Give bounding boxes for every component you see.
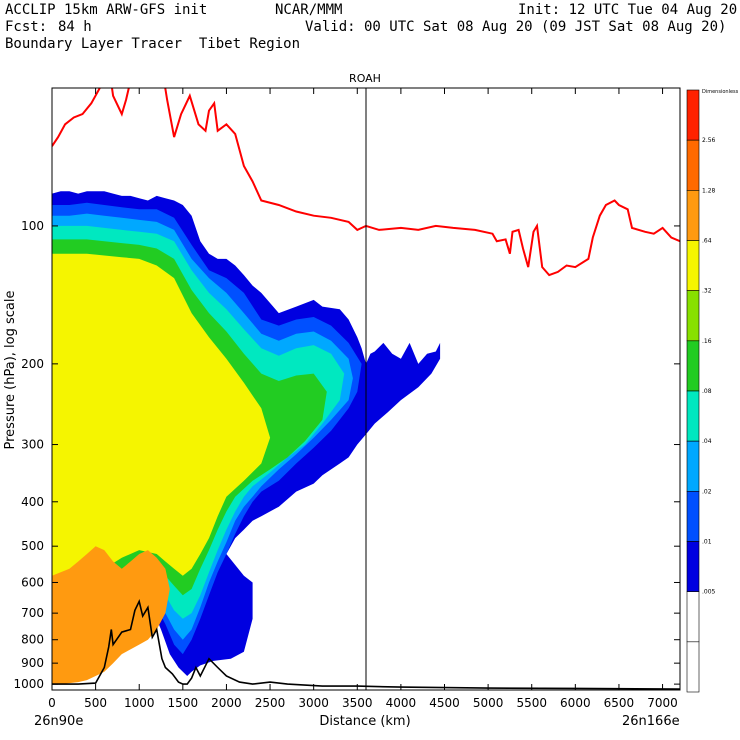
y-tick-label: 500 — [21, 539, 44, 553]
y-axis-label: Pressure (hPa), log scale — [3, 291, 18, 450]
product-title: Boundary Layer Tracer Tibet Region — [5, 36, 301, 52]
colorbar-swatch — [686, 390, 700, 442]
colorbar-label: .04 — [702, 438, 712, 445]
forecast-label: Fcst: — [5, 19, 48, 35]
init-time: Init: 12 UTC Tue 04 Aug 20 — [518, 2, 738, 18]
plot-frame — [51, 87, 681, 691]
terrain-line — [52, 599, 680, 690]
x-axis-label: Distance (km) — [319, 714, 410, 729]
forecast-hour: 84 h — [58, 19, 92, 35]
tracer-contour-0.32 — [52, 253, 271, 608]
y-tick-label: 200 — [21, 357, 44, 371]
x-tick-label: 4000 — [386, 696, 417, 710]
colorbar-swatch — [686, 139, 700, 191]
colorbar-label: .01 — [702, 539, 712, 546]
valid-time: Valid: 00 UTC Sat 08 Aug 20 (09 JST Sat … — [305, 19, 727, 35]
colorbar-swatch — [686, 440, 700, 492]
colorbar: Dimensionless 2.56 1.28 .64 .32 .16 .08 .04 .02.… — [686, 89, 739, 693]
y-tick-label: 100 — [21, 219, 44, 233]
y-tick-label: 400 — [21, 495, 44, 509]
colorbar-label: .08 — [702, 388, 712, 395]
axes: 0 500 1000 1500 2000 2500 3000 3500 4000 4500 5000… — [13, 88, 680, 710]
colorbar-label: 2.56 — [702, 137, 716, 144]
x-tick-label: 6000 — [560, 696, 591, 710]
org-label: NCAR/MMM — [275, 2, 343, 18]
y-tick-label: 600 — [21, 575, 44, 589]
colorbar-swatch — [686, 541, 700, 592]
colorbar-swatch — [686, 491, 700, 542]
x-tick-label: 500 — [84, 696, 107, 710]
colorbar-label: Dimensionless — [702, 89, 739, 95]
colorbar-swatch — [686, 591, 700, 643]
colorbar-swatch — [686, 190, 700, 241]
overlay-lines — [52, 88, 680, 690]
x-tick-label: 6500 — [604, 696, 635, 710]
colorbar-label: .005 — [702, 589, 716, 596]
colorbar-label: .32 — [702, 288, 712, 295]
tracer-contour-0.64 — [52, 546, 170, 685]
x-tick-label: 0 — [48, 696, 56, 710]
colorbar-label: .64 — [702, 238, 712, 245]
colorbar-swatch — [686, 340, 700, 392]
colorbar-swatch — [686, 641, 700, 693]
x-tick-label: 4500 — [429, 696, 460, 710]
colorbar-swatch — [686, 89, 700, 141]
colorbar-label: .02 — [702, 488, 712, 495]
colorbar-swatch — [686, 290, 700, 342]
y-tick-label: 800 — [21, 633, 44, 647]
model-title: ACCLIP 15km ARW-GFS init — [5, 2, 208, 18]
y-tick-label: 900 — [21, 656, 44, 670]
x-tick-label: 5000 — [473, 696, 504, 710]
tracer-fields — [52, 191, 441, 685]
colorbar-label: .16 — [702, 338, 712, 345]
x-tick-label: 1500 — [168, 696, 199, 710]
x-end-location: 26n166e — [622, 714, 680, 729]
x-tick-label: 2000 — [211, 696, 242, 710]
y-tick-label: 1000 — [13, 677, 44, 691]
x-tick-label: 3000 — [298, 696, 329, 710]
x-tick-label: 7000 — [647, 696, 678, 710]
y-tick-label: 700 — [21, 606, 44, 620]
x-tick-label: 1000 — [124, 696, 155, 710]
x-tick-label: 5500 — [516, 696, 547, 710]
x-tick-label: 3500 — [342, 696, 373, 710]
colorbar-label: 1.28 — [702, 187, 716, 194]
y-tick-label: 300 — [21, 438, 44, 452]
tropopause-line — [52, 88, 680, 277]
x-start-location: 26n90e — [34, 714, 83, 729]
chart-title: ROAH — [349, 72, 381, 85]
x-tick-label: 2500 — [255, 696, 286, 710]
colorbar-swatch — [686, 240, 700, 291]
